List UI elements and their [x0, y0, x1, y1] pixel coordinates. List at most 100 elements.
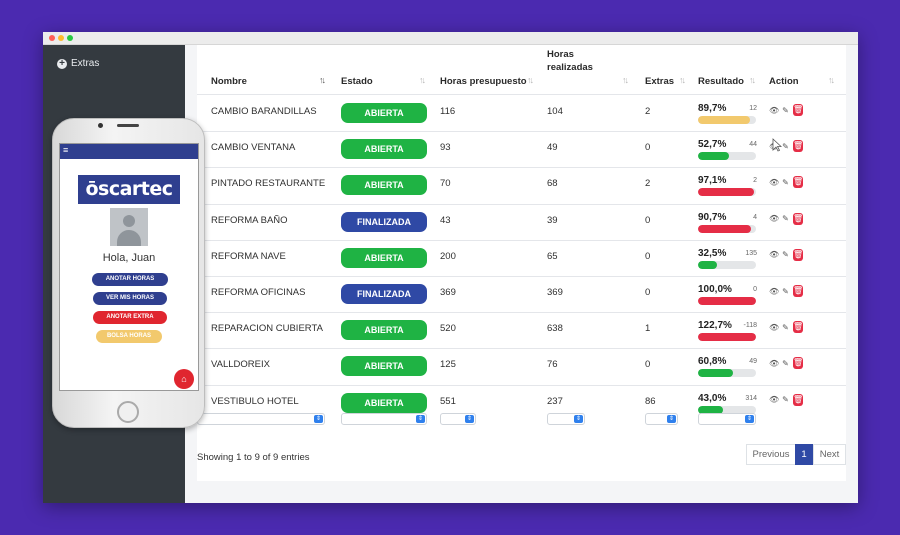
header-extras[interactable]: Extras [645, 76, 675, 87]
status-badge: ABIERTA [341, 247, 427, 268]
table-row: REFORMA NAVE ABIERTA 200 65 0 32,5% 135 … [197, 240, 846, 276]
header-estado[interactable]: Estado [341, 76, 373, 87]
home-icon[interactable]: ⌂ [174, 369, 194, 389]
sort-icon[interactable]: ↑↓ [828, 75, 835, 85]
filter-estado-select[interactable]: ⇕ [341, 413, 427, 425]
cell-horas-presupuesto: 93 [440, 142, 451, 154]
cell-nombre: REFORMA NAVE [211, 250, 286, 262]
chevron-updown-icon: ⇕ [667, 415, 676, 423]
chevron-updown-icon: ⇕ [465, 415, 474, 423]
phone-action-button[interactable]: ANOTAR HORAS [92, 273, 168, 286]
filter-realizadas-select[interactable]: ⇕ [547, 413, 585, 425]
browser-window: + Extras Nombre ↑↓ Estado ↑↓ Horas presu… [43, 32, 858, 503]
plus-circle-icon: + [57, 58, 67, 69]
progress-bar-fill [698, 333, 756, 342]
eye-icon[interactable]: 👁 [769, 322, 780, 332]
trash-icon[interactable]: 🗑 [793, 285, 804, 297]
cell-nombre: REFORMA BAÑO [211, 214, 288, 226]
header-nombre[interactable]: Nombre [211, 76, 247, 87]
eye-icon[interactable]: 👁 [769, 286, 780, 296]
resultado-remaining: 2 [753, 177, 757, 185]
table-row: REPARACION CUBIERTA ABIERTA 520 638 1 12… [197, 312, 846, 348]
edit-icon[interactable]: ✎ [782, 358, 789, 368]
trash-icon[interactable]: 🗑 [793, 393, 804, 406]
sort-icon[interactable]: ↑↓ [679, 75, 686, 85]
filter-resultado-select[interactable]: ⇕ [698, 413, 756, 425]
row-divider [197, 167, 846, 169]
header-resultado[interactable]: Resultado [698, 76, 744, 87]
previous-page-button[interactable]: Previous [746, 444, 796, 465]
trash-icon[interactable]: 🗑 [793, 321, 804, 334]
filter-presupuesto-select[interactable]: ⇕ [440, 413, 476, 425]
phone-action-button[interactable]: BOLSA HORAS [96, 330, 162, 343]
cell-nombre: CAMBIO BARANDILLAS [211, 106, 317, 117]
resultado-remaining: 49 [749, 358, 757, 366]
eye-icon[interactable]: 👁 [769, 105, 780, 115]
greeting-text: Hola, Juan [102, 252, 156, 264]
edit-icon[interactable]: ✎ [782, 214, 789, 224]
row-actions: 👁 ✎ 🗑 [769, 248, 804, 261]
eye-icon[interactable]: 👁 [769, 177, 780, 187]
sort-asc-icon[interactable]: ↑↓ [319, 75, 326, 85]
next-page-button[interactable]: Next [813, 444, 846, 465]
chevron-updown-icon: ⇕ [745, 415, 754, 423]
status-badge: FINALIZADA [341, 284, 427, 304]
cell-horas-realizadas: 76 [547, 359, 558, 371]
header-horas-realizadas[interactable]: Horas realizadas [547, 49, 593, 73]
sort-icon[interactable]: ↑↓ [749, 75, 756, 85]
trash-icon[interactable]: 🗑 [793, 212, 804, 225]
cell-extras: 86 [645, 395, 656, 407]
chevron-updown-icon: ⇕ [314, 415, 323, 423]
phone-home-button[interactable] [117, 401, 139, 423]
trash-icon[interactable]: 🗑 [793, 248, 804, 261]
resultado-percent: 43,0% [698, 392, 727, 404]
sort-icon[interactable]: ↑↓ [527, 75, 534, 85]
cell-horas-presupuesto: 520 [440, 323, 456, 335]
page-1-button[interactable]: 1 [795, 444, 813, 465]
trash-icon[interactable]: 🗑 [793, 357, 804, 370]
eye-icon[interactable]: 👁 [769, 395, 780, 405]
row-actions: 👁 ✎ 🗑 [769, 393, 804, 406]
cell-nombre: CAMBIO VENTANA [211, 142, 296, 154]
minimize-window-button[interactable] [58, 35, 64, 41]
edit-icon[interactable]: ✎ [782, 286, 789, 296]
phone-action-button[interactable]: ANOTAR EXTRA [93, 311, 167, 324]
table-row: REFORMA BAÑO FINALIZADA 43 39 0 90,7% 4 … [197, 204, 846, 240]
edit-icon[interactable]: ✎ [782, 177, 789, 187]
status-badge: ABIERTA [341, 356, 427, 377]
eye-icon[interactable]: 👁 [769, 214, 780, 224]
header-horas-presupuesto[interactable]: Horas presupuesto [440, 76, 527, 87]
eye-icon[interactable]: 👁 [769, 358, 780, 368]
filter-nombre-select[interactable]: ⇕ [197, 413, 325, 425]
cell-horas-presupuesto: 125 [440, 359, 456, 371]
edit-icon[interactable]: ✎ [782, 250, 789, 260]
trash-icon[interactable]: 🗑 [793, 140, 804, 153]
hamburger-menu-icon[interactable]: ≡ [63, 145, 69, 155]
resultado-percent: 122,7% [698, 320, 732, 332]
edit-icon[interactable]: ✎ [782, 322, 789, 332]
sort-icon[interactable]: ↑↓ [419, 75, 426, 85]
resultado-remaining: -118 [743, 322, 758, 330]
filter-extras-select[interactable]: ⇕ [645, 413, 678, 425]
trash-icon[interactable]: 🗑 [793, 176, 804, 189]
progress-bar [698, 297, 756, 305]
eye-icon[interactable]: 👁 [769, 250, 780, 260]
edit-icon[interactable]: ✎ [782, 105, 789, 115]
mouse-cursor-icon [772, 138, 782, 152]
row-divider [197, 131, 846, 133]
sort-icon[interactable]: ↑↓ [622, 75, 629, 85]
row-divider [197, 348, 846, 350]
main-content: Nombre ↑↓ Estado ↑↓ Horas presupuesto ↑↓… [185, 45, 858, 503]
close-window-button[interactable] [49, 35, 55, 41]
progress-bar-fill [698, 369, 734, 378]
edit-icon[interactable]: ✎ [782, 141, 789, 151]
sidebar-item-extras[interactable]: + Extras [57, 58, 99, 69]
trash-icon[interactable]: 🗑 [793, 104, 804, 116]
maximize-window-button[interactable] [67, 35, 73, 41]
cell-nombre: PINTADO RESTAURANTE [211, 178, 326, 190]
phone-action-button[interactable]: VER MIS HORAS [93, 292, 167, 305]
cell-horas-presupuesto: 369 [440, 287, 456, 298]
resultado-percent: 90,7% [698, 211, 727, 223]
edit-icon[interactable]: ✎ [782, 395, 789, 405]
progress-bar [698, 369, 756, 378]
